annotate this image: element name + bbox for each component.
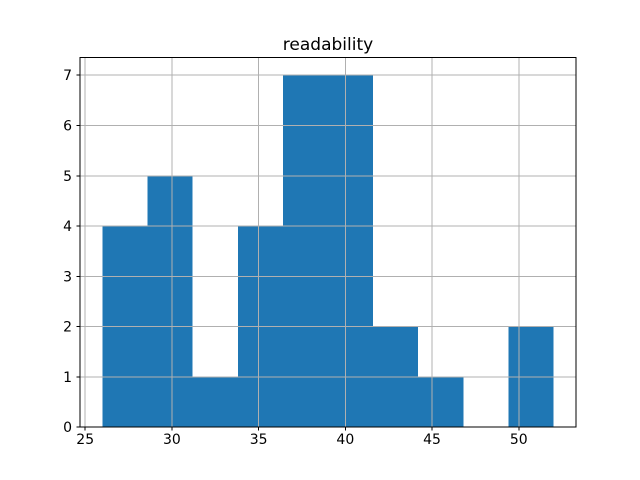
histogram-bar (192, 376, 238, 428)
x-tick-label: 25 (76, 432, 94, 448)
x-tick-label: 40 (336, 432, 354, 448)
x-tick-label: 45 (423, 432, 441, 448)
histogram-bar (418, 376, 464, 428)
x-tick-label: 35 (250, 432, 268, 448)
y-tick-label: 5 (63, 169, 72, 185)
x-tick-label: 30 (163, 432, 181, 448)
x-tick-label: 50 (510, 432, 528, 448)
histogram-bar (328, 75, 374, 428)
histogram-bar (282, 75, 328, 428)
axes-spines (79, 57, 577, 428)
y-tick-label: 7 (63, 68, 72, 84)
y-tick-label: 0 (63, 420, 72, 436)
y-tick-label: 2 (63, 320, 72, 336)
histogram-bar (147, 175, 193, 428)
chart-title: readability (282, 35, 374, 55)
y-tick-label: 4 (63, 219, 72, 235)
y-tick-label: 6 (63, 118, 72, 134)
y-tick-label: 1 (63, 370, 72, 386)
y-tick-label: 3 (63, 269, 72, 285)
